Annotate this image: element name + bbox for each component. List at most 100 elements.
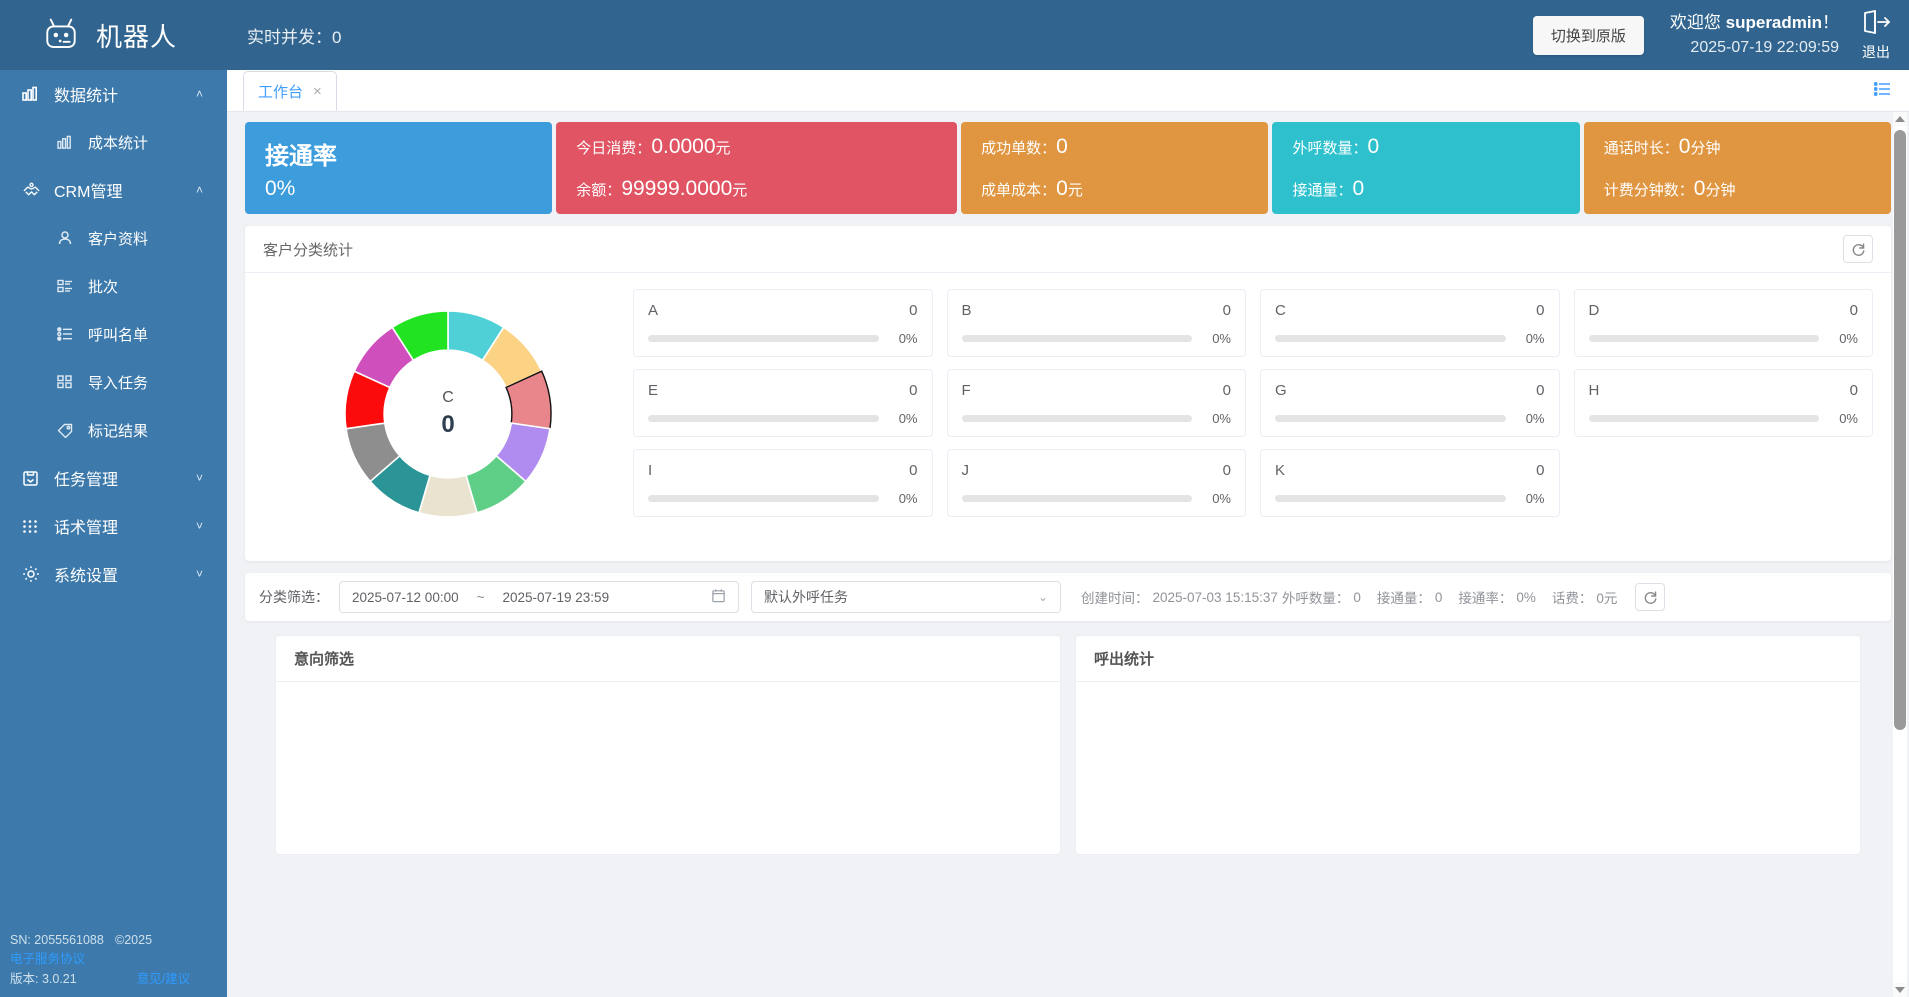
- refresh-icon[interactable]: [1843, 235, 1873, 263]
- sidebar-item-customer-profile[interactable]: 客户资料: [0, 214, 227, 262]
- sidebar-group-label: CRM管理: [54, 184, 123, 201]
- category-card[interactable]: G 0 0%: [1260, 369, 1560, 437]
- date-end-value[interactable]: 2025-07-19 23:59: [502, 589, 610, 605]
- category-percent: 0%: [898, 331, 918, 346]
- calendar-icon[interactable]: [711, 588, 726, 606]
- category-bar-row: 0%: [648, 411, 918, 426]
- category-percent: 0%: [1212, 411, 1231, 426]
- sidebar-group-crm[interactable]: CRM管理 ˄: [0, 166, 227, 214]
- category-label: B: [961, 302, 972, 319]
- category-card[interactable]: E 0 0%: [633, 369, 933, 437]
- stat-line-label: 今日消费：: [576, 140, 652, 157]
- chevron-down-icon: ˅: [195, 567, 203, 581]
- sidebar-item-mark-result[interactable]: 标记结果: [0, 406, 227, 454]
- sidebar-group-task-mgmt[interactable]: 任务管理 ˅: [0, 454, 227, 502]
- category-progress-bar: [961, 495, 1192, 502]
- scrollbar-thumb[interactable]: [1894, 130, 1906, 730]
- welcome-text: 欢迎您 superadmin！: [1670, 11, 1839, 36]
- category-card[interactable]: F 0 0%: [946, 369, 1246, 437]
- logout-button[interactable]: 退出: [1861, 9, 1891, 62]
- date-start-value[interactable]: 2025-07-12 00:00: [352, 589, 459, 605]
- stat-line-unit: 分钟: [1690, 140, 1721, 157]
- arrow-down-icon[interactable]: [1893, 983, 1907, 997]
- sidebar-item-batch[interactable]: 批次: [0, 262, 227, 310]
- category-card[interactable]: D 0 0%: [1573, 289, 1873, 357]
- welcome-suffix: ！: [1822, 13, 1839, 33]
- sidebar: 数据统计 ˄ 成本统计 CRM管理 ˄ 客户资料: [0, 70, 227, 997]
- sidebar-group-label: 话术管理: [54, 520, 119, 537]
- list-settings-icon[interactable]: [1873, 82, 1891, 101]
- stat-value: 0%: [265, 176, 296, 200]
- category-progress-bar: [961, 335, 1192, 342]
- feedback-link[interactable]: 意见/建议: [136, 971, 191, 986]
- logout-icon: [1861, 9, 1891, 40]
- sidebar-group-system-settings[interactable]: 系统设置 ˅: [0, 550, 227, 598]
- category-card[interactable]: A 0 0%: [633, 289, 933, 357]
- stat-line-value: 0: [1056, 135, 1068, 158]
- donut-segment[interactable]: [391, 310, 449, 362]
- sidebar-footer-row-agreement: 电子服务协议: [10, 950, 227, 969]
- welcome-block: 欢迎您 superadmin！ 2025-07-19 22:09:59: [1670, 11, 1839, 59]
- category-label: K: [1275, 462, 1286, 479]
- vertical-scrollbar[interactable]: [1893, 112, 1907, 997]
- realtime-concurrency-label: 实时并发：0: [247, 27, 342, 47]
- sidebar-item-import-task[interactable]: 导入任务: [0, 358, 227, 406]
- stat-line-value: 0: [1352, 177, 1365, 200]
- metric-3-label: 话费：: [1551, 591, 1593, 606]
- stat-line: 成功单数：0: [981, 126, 1248, 168]
- stat-line-value: 0: [1056, 177, 1068, 200]
- refresh-icon[interactable]: [1635, 583, 1666, 611]
- category-card[interactable]: H 0 0%: [1573, 369, 1873, 437]
- tab-workbench[interactable]: 工作台 ×: [243, 71, 337, 111]
- customer-category-panel: 客户分类统计 C 0 A 0 0% B 0 0% C 0 0% D 0 0% E 0 0% F 0 0% G 0: [245, 226, 1891, 561]
- sidebar-item-call-list[interactable]: 呼叫名单: [0, 310, 227, 358]
- category-label: I: [648, 462, 653, 479]
- panel-title: 意向筛选: [276, 636, 1060, 682]
- arrow-up-icon[interactable]: [1893, 112, 1907, 126]
- category-card[interactable]: K 0 0%: [1260, 449, 1560, 517]
- handshake-icon: [22, 182, 48, 198]
- sidebar-item-cost-stats[interactable]: 成本统计: [0, 118, 227, 166]
- stat-line-value: 0.0000: [651, 135, 716, 158]
- date-range-picker[interactable]: 2025-07-12 00:00 ~ 2025-07-19 23:59: [339, 581, 739, 613]
- category-bar-row: 0%: [648, 491, 918, 506]
- category-percent: 0%: [1525, 331, 1545, 346]
- service-agreement-link[interactable]: 电子服务协议: [10, 952, 86, 967]
- task-select[interactable]: 默认外呼任务 ⌄: [751, 581, 1061, 613]
- chevron-down-icon: ˅: [195, 519, 203, 533]
- sidebar-group-script-mgmt[interactable]: 话术管理 ˅: [0, 502, 227, 550]
- category-count: 0: [909, 462, 918, 479]
- category-bar-row: 0%: [1275, 331, 1545, 346]
- close-icon[interactable]: ×: [313, 82, 322, 100]
- category-card[interactable]: C 0 0%: [1260, 289, 1560, 357]
- header-right: 切换到原版 欢迎您 superadmin！ 2025-07-19 22:09:5…: [1532, 9, 1909, 62]
- chevron-down-icon: ⌄: [1037, 590, 1048, 604]
- panel-title: 呼出统计: [1076, 636, 1860, 682]
- task-inline-stats: 创建时间： 2025-07-03 15:15:37 外呼数量： 0 接通量： 0 接通率： 0…: [1081, 583, 1669, 611]
- stat-cards-row: 接通率 0% 今日消费：0.0000元 余额：99999.0000元 成功单数：…: [245, 122, 1892, 214]
- filter-bar: 分类筛选： 2025-07-12 00:00 ~ 2025-07-19 23:5…: [245, 573, 1891, 621]
- stat-line-unit: 元: [732, 182, 748, 199]
- category-count: 0: [909, 382, 918, 399]
- switch-to-legacy-button[interactable]: 切换到原版: [1532, 15, 1644, 55]
- category-card[interactable]: B 0 0%: [946, 289, 1246, 357]
- category-bar-row: 0%: [961, 491, 1231, 506]
- sidebar-group-data-stats[interactable]: 数据统计 ˄: [0, 70, 227, 118]
- logo-text: 机器人: [96, 21, 178, 52]
- panel-header: 客户分类统计: [245, 226, 1891, 273]
- category-percent: 0%: [898, 411, 918, 426]
- stat-line-value: 99999.0000: [621, 177, 733, 200]
- logout-label: 退出: [1862, 43, 1890, 60]
- donut-chart: C 0: [263, 289, 633, 539]
- stat-line: 外呼数量：0: [1292, 126, 1559, 168]
- welcome-prefix: 欢迎您: [1669, 13, 1726, 33]
- stat-line-label: 成单成本：: [981, 182, 1057, 199]
- category-card[interactable]: J 0 0%: [946, 449, 1246, 517]
- category-card[interactable]: I 0 0%: [633, 449, 933, 517]
- stat-line: 今日消费：0.0000元: [576, 126, 937, 168]
- category-percent: 0%: [1525, 411, 1545, 426]
- sidebar-item-label: 客户资料: [88, 230, 149, 248]
